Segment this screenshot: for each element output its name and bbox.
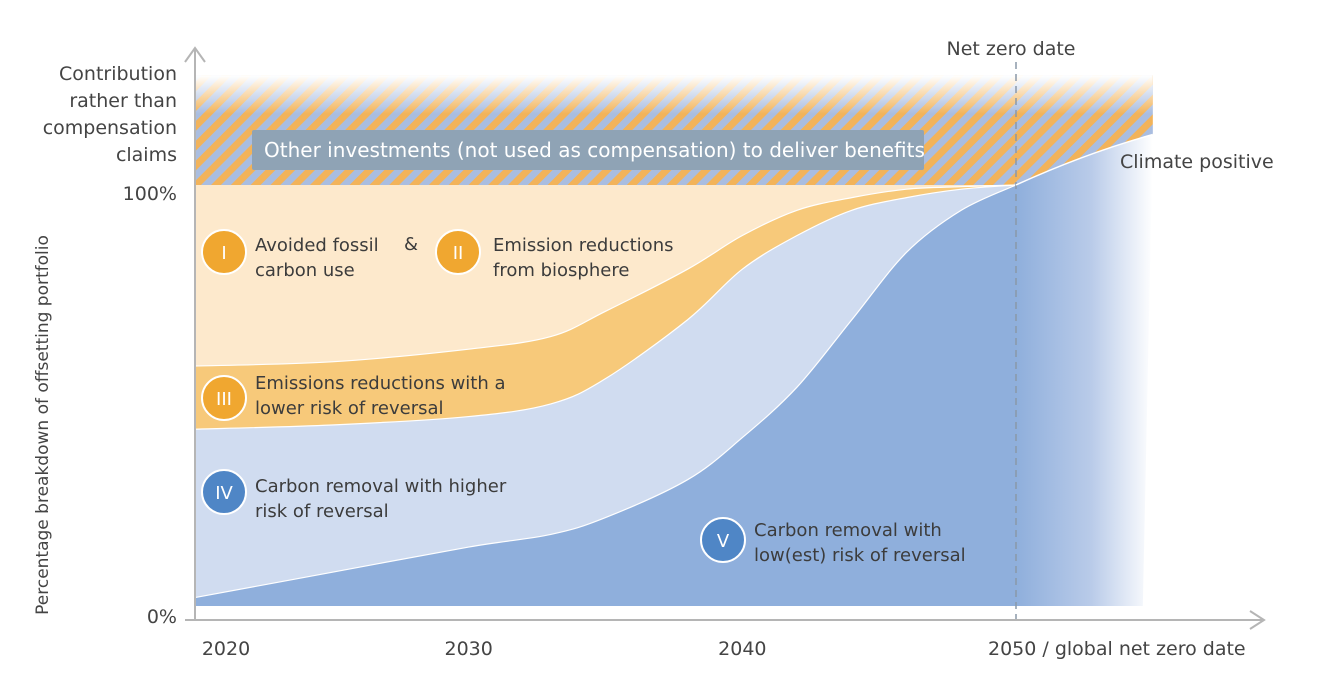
contribution-label-line: claims — [116, 144, 177, 166]
badge-circle — [700, 517, 746, 563]
category-label-II: from biosphere — [493, 260, 629, 281]
contribution-label-line: compensation — [43, 117, 177, 139]
badge-IV: IV — [201, 469, 247, 515]
category-label-I: carbon use — [255, 260, 355, 281]
joined-connector: & — [404, 234, 418, 255]
area-edge-IV — [194, 184, 1017, 430]
category-label-IV: risk of reversal — [255, 501, 389, 522]
banner: Other investments (not used as compensat… — [252, 130, 925, 170]
axes — [184, 46, 1266, 630]
category-label-II: Emission reductions — [493, 235, 673, 256]
y-tick-label: 100% — [123, 183, 177, 205]
category-label-I: Avoided fossil — [255, 235, 379, 256]
x-ticks: 2020 2030 2040 2050 / global net zero date — [202, 638, 1246, 660]
badge-numeral: IV — [215, 483, 233, 504]
badge-numeral: V — [717, 531, 730, 552]
y-axis-label: Percentage breakdown of offsetting portf… — [33, 235, 53, 615]
x-axis-arrow-icon — [1249, 610, 1266, 630]
x-tick-label: 2020 — [202, 638, 250, 660]
contribution-label-line: Contribution — [59, 63, 177, 85]
y-ticks: 0% 100% — [123, 183, 177, 628]
category-label-V: low(est) risk of reversal — [754, 545, 966, 566]
category-labels: V Carbon removal with low(est) risk of rev… — [201, 229, 966, 566]
contribution-label: Contribution rather than compensation claim… — [43, 63, 177, 166]
banner-background — [252, 130, 924, 170]
badge-circle — [435, 229, 481, 275]
stacked-areas — [194, 184, 1017, 606]
badge-numeral: II — [453, 243, 464, 264]
banner-text: Other investments (not used as compensat… — [264, 138, 925, 162]
y-tick-label: 0% — [147, 606, 177, 628]
category-label-III: lower risk of reversal — [255, 398, 444, 419]
net-zero-label: Net zero date — [947, 38, 1076, 60]
x-tick-label: 2030 — [444, 638, 492, 660]
badge-V: V — [700, 517, 746, 563]
climate-positive-area — [1016, 134, 1153, 607]
category-label-IV: Carbon removal with higher — [255, 476, 507, 497]
badge-numeral: III — [216, 389, 232, 410]
category-label-V: Carbon removal with — [754, 520, 942, 541]
badge-circle — [201, 469, 247, 515]
x-tick-label: 2040 — [718, 638, 766, 660]
badge-circle — [201, 375, 247, 421]
y-axis-arrow-icon — [184, 46, 206, 63]
climate-positive-label: Climate positive — [1120, 151, 1274, 173]
category-label-III: Emissions reductions with a — [255, 373, 506, 394]
area-edge-III — [194, 184, 1017, 367]
climate-positive-edge — [1015, 133, 1154, 186]
area-V — [195, 185, 1016, 606]
badge-I: I — [201, 229, 247, 275]
badge-II: II — [435, 229, 481, 275]
badge-circle — [201, 229, 247, 275]
area-edge-V — [194, 184, 1017, 599]
x-tick-label: 2050 / global net zero date — [988, 638, 1246, 660]
contribution-label-line: rather than — [69, 90, 177, 112]
badge-III: III — [201, 375, 247, 421]
badge-numeral: I — [221, 243, 226, 264]
